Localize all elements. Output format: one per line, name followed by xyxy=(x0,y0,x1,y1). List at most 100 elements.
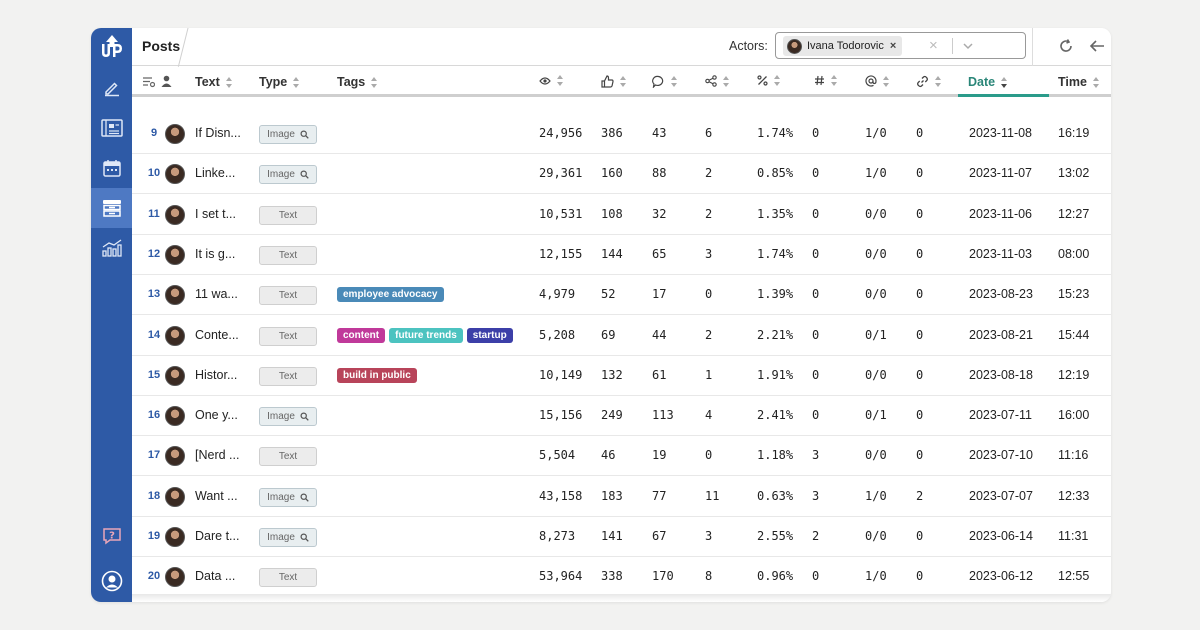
sidebar-item-feed[interactable] xyxy=(91,108,132,148)
cell-hash: 3 xyxy=(812,488,820,503)
table-header: Text Type Tags Date Time xyxy=(132,67,1111,97)
cell-text[interactable]: Histor... xyxy=(195,367,238,382)
cell-num[interactable]: 20 xyxy=(147,570,161,583)
cell-views: 43,158 xyxy=(539,488,583,503)
table-row[interactable]: 17 [Nerd ... 5,504 46 19 0 1.18% 3 0/0 0 2023-07-1… xyxy=(132,436,1111,477)
tag-badge[interactable]: startup xyxy=(466,327,513,343)
type-badge[interactable]: Image xyxy=(259,487,317,507)
table-row[interactable]: 11 I set t... 10,531 108 32 2 1.35% 0 0/0 0 2023-1… xyxy=(132,195,1111,235)
cell-num[interactable]: 13 xyxy=(147,288,161,301)
arrow-left-icon[interactable] xyxy=(1089,38,1105,54)
type-badge[interactable]: Image xyxy=(259,165,317,185)
type-badge: Text xyxy=(259,568,317,588)
column-settings-header[interactable] xyxy=(142,75,155,88)
cell-text[interactable]: Dare t... xyxy=(195,529,240,543)
cell-comments: 43 xyxy=(652,126,667,140)
tag-badge[interactable]: content xyxy=(337,327,386,343)
chevron-down-icon[interactable] xyxy=(962,40,974,52)
tag-badge[interactable]: future trends xyxy=(389,327,463,343)
actor-column-header[interactable] xyxy=(161,75,172,87)
clear-selection-icon[interactable]: × xyxy=(929,37,938,54)
table-row[interactable]: 12 It is g... 12,155 144 65 3 1.74% 0 0/0 0 2023-1… xyxy=(132,235,1111,275)
cell-text[interactable]: [Nerd ... xyxy=(195,448,240,463)
cell-num[interactable]: 15 xyxy=(147,368,161,381)
cell-likes: 52 xyxy=(601,287,616,302)
column-header-type[interactable]: Type xyxy=(259,75,300,89)
type-badge[interactable]: Image xyxy=(259,407,317,427)
cell-pct: 1.91% xyxy=(757,367,794,382)
column-header-date[interactable]: Date xyxy=(968,75,1008,89)
sidebar-item-posts[interactable] xyxy=(91,188,132,228)
cell-time: 11:31 xyxy=(1058,529,1089,543)
cell-text[interactable]: Conte... xyxy=(195,327,239,342)
cell-views: 12,155 xyxy=(539,246,583,261)
column-header-views[interactable] xyxy=(539,75,564,86)
cell-text[interactable]: Want ... xyxy=(195,488,238,503)
cell-text[interactable]: Linke... xyxy=(195,166,236,181)
column-header-time[interactable]: Time xyxy=(1058,75,1100,89)
table-row[interactable]: 10 Linke... 29,361 160 88 2 0.85% 0 1/0 0 2023-11-… xyxy=(132,154,1111,195)
type-badge[interactable]: Image xyxy=(259,528,317,547)
table-row[interactable]: 19 Dare t... 8,273 141 67 3 2.55% 2 0/0 0 2023-06-… xyxy=(132,517,1111,557)
cell-pct: 2.21% xyxy=(757,327,794,342)
column-header-links[interactable] xyxy=(916,75,942,88)
sort-desc-icon xyxy=(1001,76,1008,88)
column-header-engagement[interactable] xyxy=(757,75,781,86)
table-row[interactable]: 18 Want ... 43,158 183 77 11 0.63% 3 1/0 2 2023-07… xyxy=(132,477,1111,517)
refresh-icon[interactable] xyxy=(1058,38,1074,54)
cell-date: 2023-07-11 xyxy=(969,408,1033,423)
thumbs-up-icon xyxy=(601,75,614,88)
cell-num[interactable]: 18 xyxy=(147,489,161,502)
cell-hash: 0 xyxy=(812,327,820,342)
sidebar-item-calendar[interactable] xyxy=(91,148,132,188)
table-row[interactable]: 9 If Disn... 24,956 386 43 6 1.74% 0 1/0 0 2023-11… xyxy=(132,114,1111,154)
cell-text[interactable]: I set t... xyxy=(195,206,236,221)
type-badge[interactable]: Image xyxy=(259,125,317,144)
cell-num[interactable]: 19 xyxy=(147,530,161,542)
cell-links: 0 xyxy=(916,408,924,423)
table-row[interactable]: 15 Histor... 10,149 132 61 1 1.91% 0 0/0 0 2023-08… xyxy=(132,356,1111,396)
cell-text[interactable]: It is g... xyxy=(195,246,236,261)
cell-num[interactable]: 11 xyxy=(148,207,160,220)
cell-text[interactable]: If Disn... xyxy=(195,126,241,140)
column-header-tags[interactable]: Tags xyxy=(337,75,378,89)
cell-text[interactable]: 11 wa... xyxy=(195,287,238,302)
sidebar-item-profile[interactable] xyxy=(91,561,132,601)
cell-views: 15,156 xyxy=(539,408,583,423)
cell-likes: 249 xyxy=(601,408,623,423)
avatar xyxy=(165,446,185,467)
cell-shares: 3 xyxy=(705,246,713,261)
column-header-likes[interactable] xyxy=(601,75,627,88)
cell-num[interactable]: 17 xyxy=(147,449,161,462)
chip-remove-icon[interactable]: × xyxy=(889,40,897,52)
cell-text[interactable]: One y... xyxy=(195,408,238,423)
sidebar-item-help[interactable]: ? xyxy=(91,516,132,556)
column-header-hashtags[interactable] xyxy=(814,75,838,86)
table-row[interactable]: 14 Conte... 5,208 69 44 2 2.21% 0 0/1 0 2023-08-21… xyxy=(132,316,1111,356)
type-badge: Text xyxy=(259,366,317,386)
cell-num[interactable]: 14 xyxy=(147,328,161,341)
column-header-mentions[interactable] xyxy=(865,75,890,87)
type-badge: Text xyxy=(259,447,317,467)
column-header-comments[interactable] xyxy=(652,75,678,88)
cell-hash: 0 xyxy=(812,206,820,221)
logo-icon[interactable] xyxy=(91,28,132,64)
cell-num[interactable]: 12 xyxy=(147,247,161,260)
cell-num[interactable]: 16 xyxy=(147,409,161,422)
sort-icon xyxy=(1092,76,1100,88)
table-row[interactable]: 13 11 wa... 4,979 52 17 0 1.39% 0 0/0 0 2023-08-23… xyxy=(132,275,1111,316)
cell-num[interactable]: 10 xyxy=(147,167,161,180)
tag-badge[interactable]: employee advocacy xyxy=(337,287,444,303)
tag-badge[interactable]: build in public xyxy=(337,367,417,383)
sidebar-item-analytics[interactable] xyxy=(91,228,132,268)
sidebar-item-compose[interactable] xyxy=(91,68,132,108)
cell-num[interactable]: 9 xyxy=(150,127,158,139)
table-row[interactable]: 20 Data ... 53,964 338 170 8 0.96% 0 1/0 0 2023-06… xyxy=(132,557,1111,598)
cell-time: 11:16 xyxy=(1058,448,1089,463)
table-row[interactable]: 16 One y... 15,156 249 113 4 2.41% 0 0/1 0 2023-07… xyxy=(132,396,1111,437)
cell-text[interactable]: Data ... xyxy=(195,569,236,584)
cell-likes: 386 xyxy=(601,126,623,140)
column-header-text[interactable]: Text xyxy=(195,75,233,89)
actors-select[interactable]: Ivana Todorovic × × xyxy=(775,32,1026,59)
column-header-shares[interactable] xyxy=(705,75,730,87)
